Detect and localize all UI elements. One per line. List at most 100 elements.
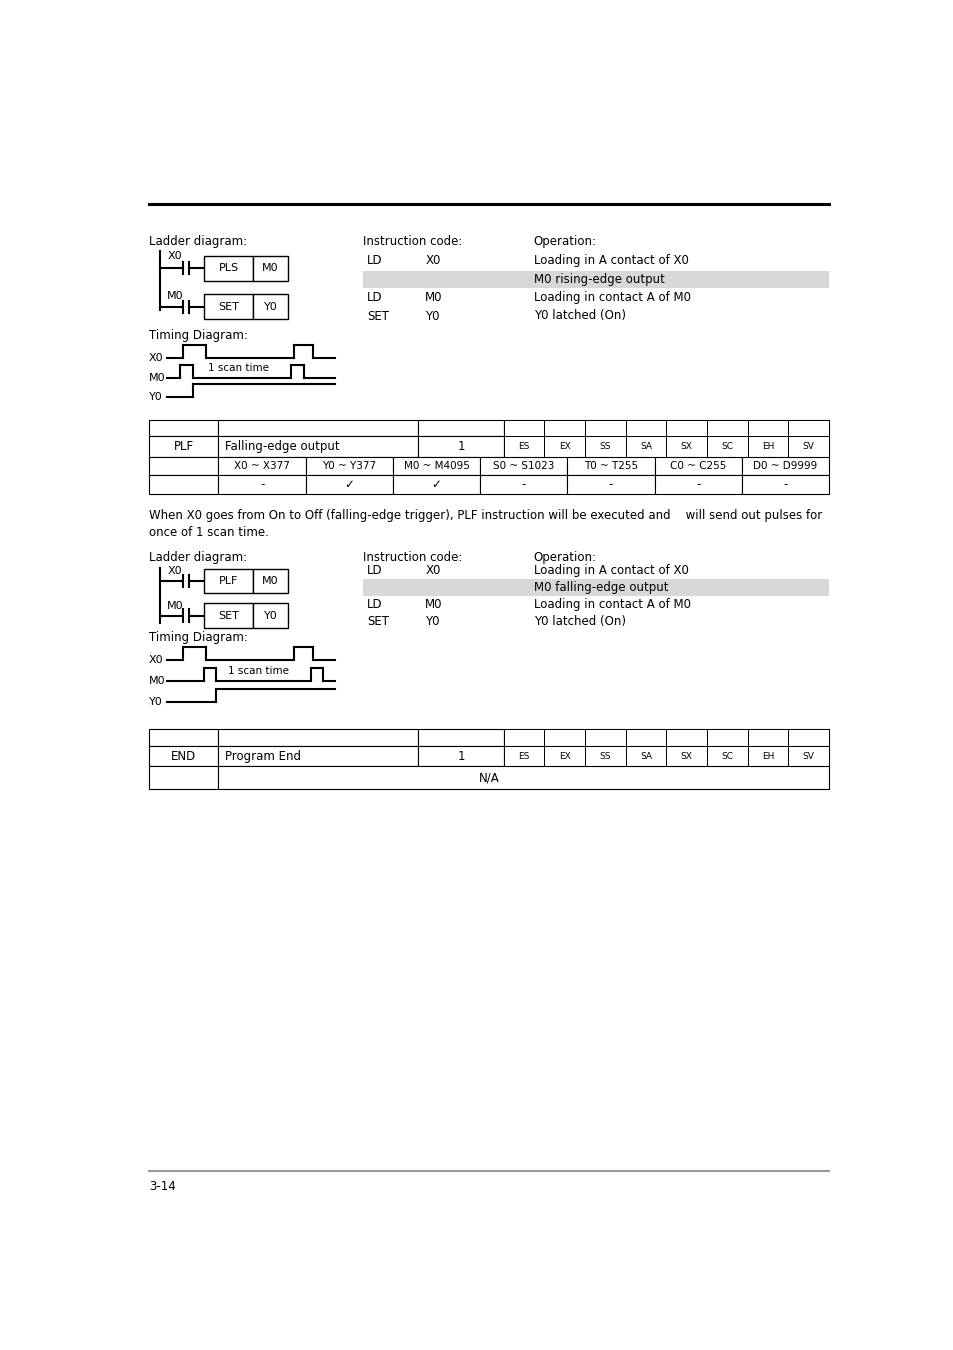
Text: -: - — [782, 478, 787, 491]
Bar — [149, 767, 218, 788]
Bar — [149, 745, 218, 767]
Bar — [218, 745, 418, 767]
Text: SA: SA — [639, 752, 651, 760]
Bar — [503, 745, 544, 767]
Text: M0 falling-edge output: M0 falling-edge output — [534, 582, 668, 594]
Bar — [479, 475, 567, 494]
Text: M0: M0 — [149, 676, 165, 686]
Text: ES: ES — [517, 752, 529, 760]
Text: -: - — [521, 478, 525, 491]
Text: SV: SV — [802, 441, 814, 451]
Bar — [503, 436, 828, 456]
Bar — [218, 475, 305, 494]
Text: Y0: Y0 — [149, 392, 162, 402]
Text: SS: SS — [599, 441, 611, 451]
Bar — [747, 436, 787, 456]
Text: Instruction code:: Instruction code: — [363, 235, 462, 248]
Bar — [363, 579, 828, 597]
Text: Y0: Y0 — [263, 610, 277, 621]
Text: M0: M0 — [425, 292, 442, 304]
Bar — [625, 745, 666, 767]
Text: X0: X0 — [167, 251, 182, 261]
Text: 1: 1 — [456, 749, 464, 763]
Text: 1 scan time: 1 scan time — [208, 363, 269, 373]
Text: X0: X0 — [167, 566, 182, 576]
Bar — [253, 568, 288, 593]
Bar — [218, 767, 828, 788]
Text: M0 rising-edge output: M0 rising-edge output — [534, 273, 664, 286]
Bar — [503, 420, 544, 436]
Bar — [503, 745, 828, 767]
Bar — [747, 745, 787, 767]
Text: LD: LD — [367, 598, 382, 612]
Bar — [149, 456, 218, 475]
Bar — [625, 436, 666, 456]
Bar — [787, 745, 828, 767]
Text: Operation:: Operation: — [534, 235, 597, 248]
Bar — [666, 729, 706, 745]
Text: C0 ~ C255: C0 ~ C255 — [669, 462, 726, 471]
Text: PLF: PLF — [218, 576, 238, 586]
Text: Y0: Y0 — [149, 697, 162, 707]
Text: Y0 latched (On): Y0 latched (On) — [534, 616, 625, 628]
Text: Ladder diagram:: Ladder diagram: — [149, 551, 247, 564]
Bar — [503, 420, 828, 436]
Text: S0 ~ S1023: S0 ~ S1023 — [493, 462, 554, 471]
Bar — [149, 420, 218, 436]
Text: EH: EH — [761, 441, 774, 451]
Text: once of 1 scan time.: once of 1 scan time. — [149, 526, 269, 539]
Text: Timing Diagram:: Timing Diagram: — [149, 329, 248, 342]
Text: M0: M0 — [167, 292, 184, 301]
Text: SC: SC — [720, 441, 733, 451]
Text: SV: SV — [802, 752, 814, 760]
Text: END: END — [171, 749, 196, 763]
Bar — [706, 729, 747, 745]
Text: SET: SET — [218, 302, 238, 312]
Bar — [747, 729, 787, 745]
Bar — [666, 745, 706, 767]
Bar — [393, 475, 479, 494]
Bar — [204, 568, 253, 593]
Text: SX: SX — [680, 752, 692, 760]
Text: D0 ~ D9999: D0 ~ D9999 — [753, 462, 817, 471]
Text: -: - — [608, 478, 613, 491]
Text: PLS: PLS — [218, 263, 238, 273]
Bar — [706, 745, 747, 767]
Text: LD: LD — [367, 564, 382, 578]
Bar — [787, 420, 828, 436]
Bar — [418, 436, 503, 456]
Bar — [418, 729, 503, 745]
Text: SC: SC — [720, 752, 733, 760]
Text: M0: M0 — [167, 601, 184, 610]
Text: X0: X0 — [149, 655, 163, 666]
Bar — [218, 729, 418, 745]
Text: Loading in A contact of X0: Loading in A contact of X0 — [534, 564, 688, 578]
Bar — [666, 420, 706, 436]
Bar — [253, 256, 288, 281]
Bar — [654, 475, 741, 494]
Text: Y0: Y0 — [425, 616, 439, 628]
Bar — [503, 436, 544, 456]
Bar — [305, 475, 393, 494]
Text: EX: EX — [558, 752, 570, 760]
Text: ✓: ✓ — [344, 478, 354, 491]
Bar — [544, 436, 584, 456]
Bar — [625, 420, 666, 436]
Bar — [544, 420, 584, 436]
Text: 1 scan time: 1 scan time — [228, 666, 289, 676]
Bar — [218, 420, 418, 436]
Text: Y0: Y0 — [425, 309, 439, 323]
Bar — [544, 745, 584, 767]
Bar — [706, 436, 747, 456]
Bar — [363, 270, 828, 288]
Bar — [218, 456, 305, 475]
Text: LD: LD — [367, 292, 382, 304]
Text: Ladder diagram:: Ladder diagram: — [149, 235, 247, 248]
Bar — [654, 456, 741, 475]
Text: Y0: Y0 — [263, 302, 277, 312]
Text: SET: SET — [367, 616, 389, 628]
Bar — [418, 420, 503, 436]
Bar — [253, 294, 288, 319]
Bar — [787, 436, 828, 456]
Bar — [741, 456, 828, 475]
